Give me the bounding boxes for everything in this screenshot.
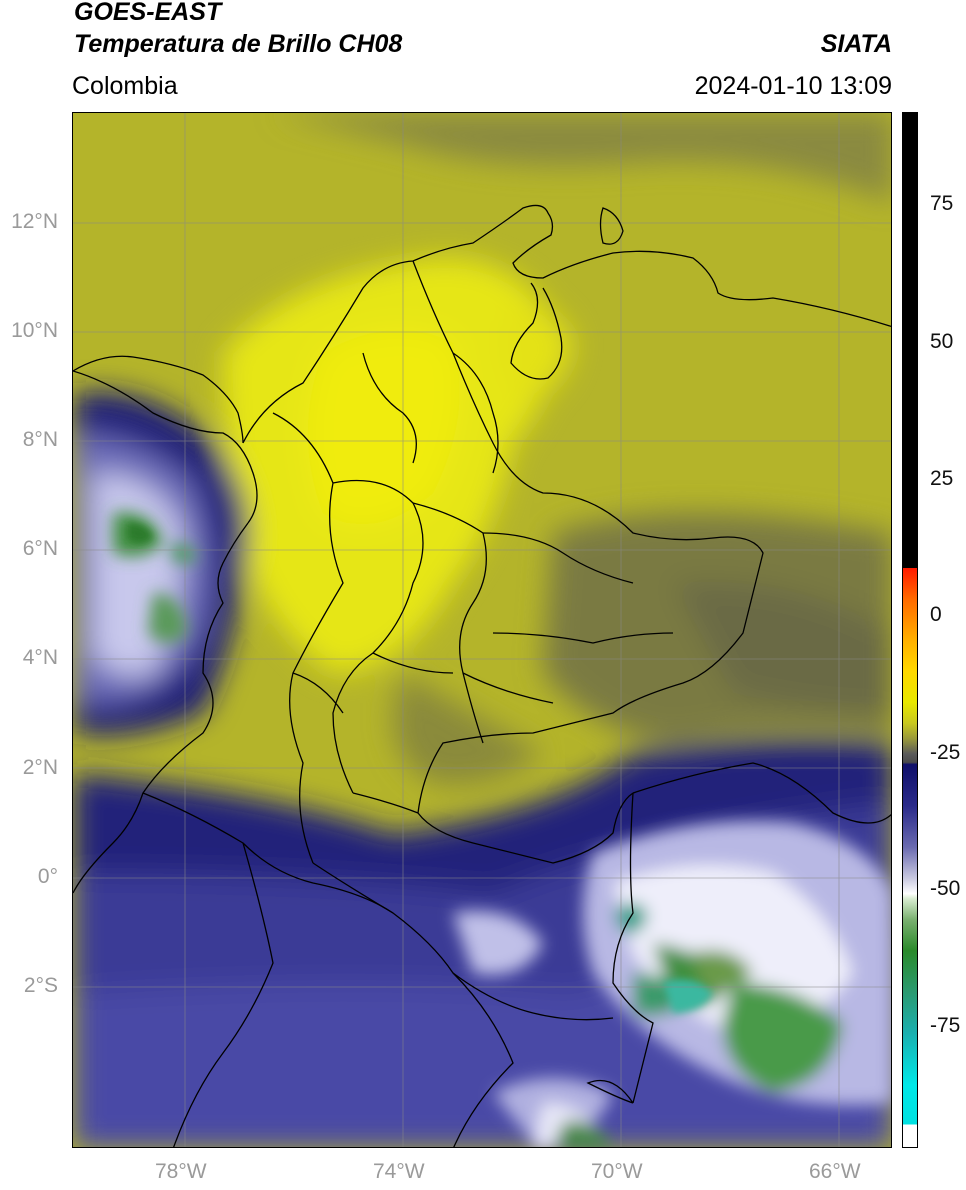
lon-tick-label: 78°W bbox=[155, 1160, 207, 1183]
brightness-temperature-field bbox=[73, 113, 891, 1147]
lat-tick-label: 0° bbox=[37, 865, 58, 888]
colorbar-tick-label: -50 bbox=[930, 877, 961, 900]
lat-tick-label: 6°N bbox=[22, 537, 58, 560]
colorbar-tick-label: 25 bbox=[930, 467, 954, 490]
lat-tick-label: 10°N bbox=[11, 319, 58, 342]
colorbar-tick-label: 50 bbox=[930, 330, 954, 353]
region-label: Colombia bbox=[72, 72, 178, 100]
graticule bbox=[73, 113, 891, 1147]
lat-tick-label: 8°N bbox=[22, 428, 58, 451]
colorbar-tick-label: 0 bbox=[930, 603, 942, 626]
temperature-colorbar bbox=[902, 112, 918, 1148]
colorbar-tick-label: -75 bbox=[930, 1014, 961, 1037]
title-satellite: GOES-EAST bbox=[74, 0, 222, 26]
lat-tick-label: 2°N bbox=[22, 756, 58, 779]
lat-tick-label: 12°N bbox=[11, 210, 58, 233]
lon-tick-label: 74°W bbox=[373, 1160, 425, 1183]
lon-tick-label: 70°W bbox=[591, 1160, 643, 1183]
title-product: Temperatura de Brillo CH08 bbox=[74, 30, 403, 58]
satellite-map bbox=[72, 112, 892, 1148]
colorbar-tick-label: 75 bbox=[930, 192, 954, 215]
colorbar-tick-label: -25 bbox=[930, 741, 961, 764]
lon-tick-label: 66°W bbox=[809, 1160, 861, 1183]
coastlines-borders bbox=[73, 204, 891, 1147]
lat-tick-label: 2°S bbox=[23, 974, 58, 997]
lat-tick-label: 4°N bbox=[22, 646, 58, 669]
brand-label: SIATA bbox=[820, 30, 892, 58]
datetime-label: 2024-01-10 13:09 bbox=[694, 72, 892, 100]
